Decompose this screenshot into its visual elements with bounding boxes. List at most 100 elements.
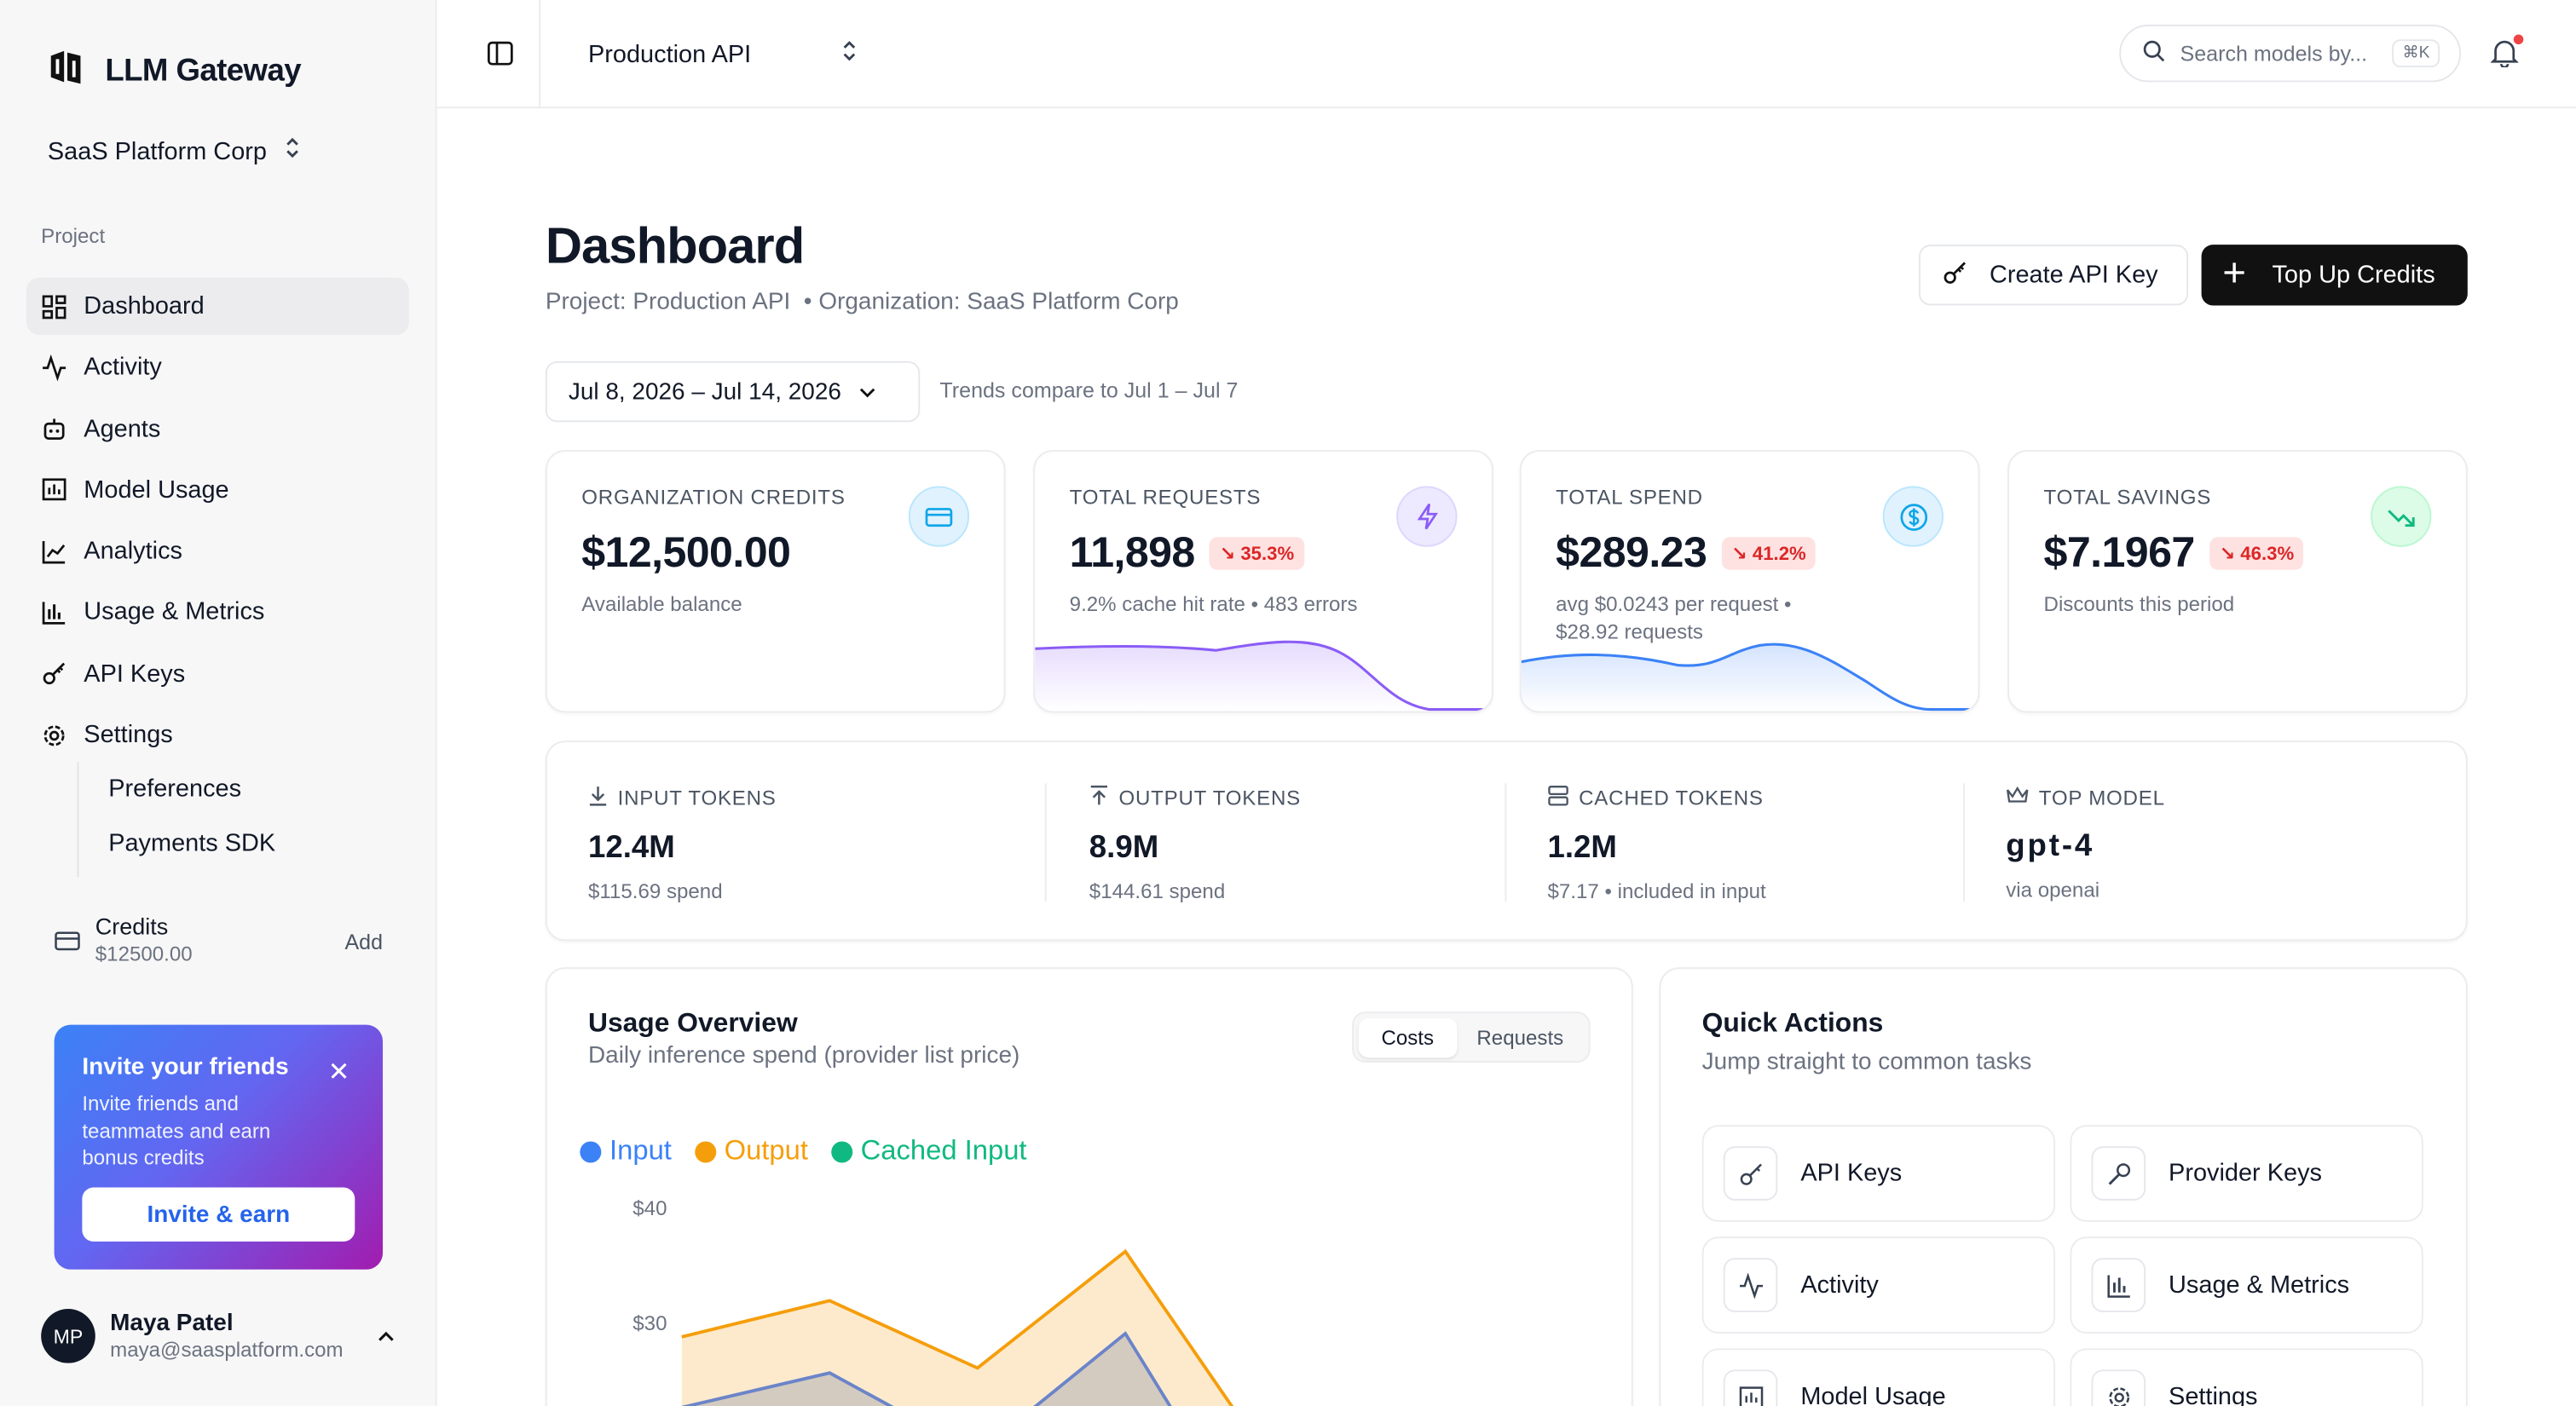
quick-action-api-keys[interactable]: API Keys [1701,1125,2056,1222]
project-switcher[interactable]: Production API [588,37,859,71]
tab-requests[interactable]: Requests [1476,1025,1564,1049]
quick-action-label: API Keys [1800,1159,1903,1188]
sidebar-subitem-preferences[interactable]: Preferences [108,775,242,804]
token-value: gpt-4 [2006,829,2095,864]
user-name: Maya Patel [110,1310,234,1337]
bar-chart-icon [2091,1258,2146,1312]
y-tick-label: $40 [632,1197,667,1220]
trend-badge: ↘ 41.2% [1721,536,1816,569]
kpi-value: $7.1967 [2043,527,2196,577]
activity-icon [43,354,66,381]
bell-icon[interactable] [2490,37,2519,75]
sidebar-item-label: Analytics [84,537,182,566]
quick-action-label: Provider Keys [2169,1159,2322,1188]
gear-icon [43,724,65,746]
token-value: 8.9M [1089,831,1159,866]
add-credits-button[interactable]: Add [344,929,384,954]
divider [1044,783,1047,902]
usage-title: Usage Overview [587,1008,798,1039]
sidebar-item-api-keys[interactable]: API Keys [26,645,409,702]
credits-amount: $12500.00 [95,942,193,966]
token-stat-top-model: TOP MODEL gpt-4 via openai [2006,785,2165,902]
create-api-key-button[interactable]: Create API Key [1919,245,2189,306]
usage-area-chart: $40 $30 [632,1197,1234,1406]
sidebar: LLM Gateway SaaS Platform Corp Project D… [0,0,437,1406]
token-stat-input: INPUT TOKENS 12.4M $115.69 spend [588,785,777,903]
org-line: • Organization: SaaS Platform Corp [803,289,1179,316]
quick-action-settings[interactable]: Settings [2070,1348,2423,1406]
trending-down-icon [2371,486,2432,547]
legend-label: Cached Input [860,1134,1027,1167]
quick-action-label: Model Usage [1800,1382,1946,1406]
chart-legend: Input Output Cached Input [580,1134,1027,1168]
quick-action-model-usage[interactable]: Model Usage [1701,1348,2056,1406]
invite-card: Invite your friends Invite friends and t… [54,1024,384,1270]
sidebar-item-usage-metrics[interactable]: Usage & Metrics [26,584,409,641]
invite-title: Invite your friends [82,1054,289,1081]
token-label: INPUT TOKENS [617,787,777,810]
quick-action-label: Usage & Metrics [2169,1271,2350,1299]
notification-dot [2511,32,2526,46]
chevron-updown-icon [840,37,859,71]
search-placeholder: Search models by... [2180,41,2368,66]
token-value: 12.4M [587,831,675,866]
brand[interactable]: LLM Gateway [46,46,302,97]
sidebar-subitem-payments-sdk[interactable]: Payments SDK [108,829,276,858]
legend-label: Input [609,1134,672,1167]
credit-card-icon [55,930,81,961]
create-api-key-label: Create API Key [1989,261,2158,290]
divider [539,0,541,109]
divider [1505,783,1507,902]
sidebar-item-label: Dashboard [84,292,205,320]
database-icon [1548,785,1569,811]
kpi-label: TOTAL SPEND [1556,486,1703,510]
key-icon [1942,259,1968,292]
token-stats-card: INPUT TOKENS 12.4M $115.69 spend OUTPUT … [545,740,2468,942]
quick-actions-card: Quick Actions Jump straight to common ta… [1659,967,2468,1406]
token-label: CACHED TOKENS [1579,787,1764,810]
analytics-icon [42,540,66,563]
sidebar-item-label: Usage & Metrics [84,598,265,627]
series-line-input [681,1331,1172,1406]
date-range-value: Jul 8, 2026 – Jul 14, 2026 [568,378,841,406]
sidebar-item-analytics[interactable]: Analytics [26,522,409,579]
token-sub: via openai [2006,879,2100,902]
sidebar-item-label: Agents [84,414,161,443]
top-up-credits-button[interactable]: Top Up Credits [2201,245,2468,306]
token-label: OUTPUT TOKENS [1118,787,1301,810]
project-line: Project: Production API [545,289,791,316]
org-switcher[interactable]: SaaS Platform Corp [48,135,303,168]
sidebar-toggle-icon[interactable] [486,39,514,75]
sidebar-item-model-usage[interactable]: Model Usage [26,461,409,518]
kpi-sub: Discounts this period [2043,592,2235,616]
quick-action-usage-metrics[interactable]: Usage & Metrics [2070,1236,2423,1334]
date-range-picker[interactable]: Jul 8, 2026 – Jul 14, 2026 [545,361,921,423]
token-sub: $115.69 spend [587,880,723,904]
y-tick-label: $30 [632,1312,667,1335]
quick-action-provider-keys[interactable]: Provider Keys [2070,1125,2423,1222]
invite-button[interactable]: Invite & earn [82,1187,355,1242]
search-icon [2142,39,2165,67]
kpi-value: $12,500.00 [581,527,791,577]
bar-chart-icon [42,602,66,625]
topbar: Production API Search models by... ⌘K [436,0,2576,109]
quick-action-label: Settings [2169,1382,2258,1406]
page-subtitle: Project: Production API • Organization: … [546,289,1179,315]
sidebar-item-activity[interactable]: Activity [26,339,409,396]
search-shortcut: ⌘K [2392,39,2440,68]
tab-costs[interactable]: Costs [1358,1017,1457,1057]
sidebar-item-agents[interactable]: Agents [26,400,409,457]
search-input[interactable]: Search models by... ⌘K [2119,24,2462,83]
quick-action-label: Activity [1800,1271,1879,1299]
sidebar-item-settings[interactable]: Settings [26,706,409,764]
avatar: MP [41,1309,95,1363]
quick-action-activity[interactable]: Activity [1701,1236,2056,1334]
kpi-sub: 9.2% cache hit rate • 483 errors [1069,592,1358,616]
kpi-sub: Available balance [581,592,742,616]
dollar-circle-icon [1882,486,1944,547]
credits-title: Credits [95,913,169,940]
close-icon[interactable]: ✕ [327,1059,350,1087]
user-menu[interactable]: MP Maya Patel maya@saasplatform.com [41,1309,396,1363]
trend-badge: ↘ 46.3% [2209,536,2304,569]
sidebar-item-dashboard[interactable]: Dashboard [26,277,409,336]
